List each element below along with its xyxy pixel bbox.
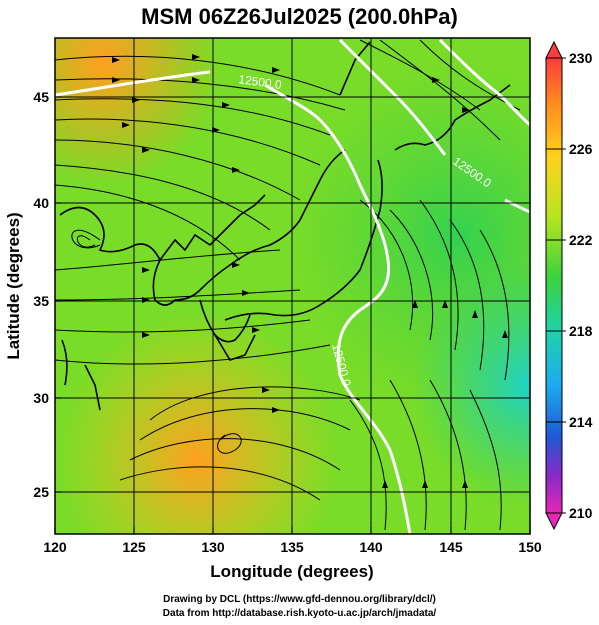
y-axis-label: Latitude (degrees) (4, 212, 23, 359)
coastlines (59, 41, 511, 411)
y-tick-label: 25 (33, 484, 49, 500)
colorbar (545, 40, 566, 531)
colorbar-top-arrow (545, 40, 563, 59)
credit-line-drawing: Drawing by DCL (https://www.gfd-dennou.o… (163, 594, 436, 605)
y-tick-label: 40 (33, 195, 49, 211)
y-tick-label: 45 (33, 89, 49, 105)
colorbar-label: 218 (569, 323, 593, 339)
streamlines (55, 39, 521, 531)
credit-line-data: Data from http://database.rish.kyoto-u.a… (162, 608, 437, 619)
axis-ticks (54, 96, 531, 534)
plot-title: MSM 06Z26Jul2025 (200.0hPa) (141, 4, 458, 29)
x-tick-label: 135 (280, 539, 304, 555)
colorbar-label: 210 (569, 505, 593, 521)
y-tick-label: 35 (33, 293, 49, 309)
y-tick-label: 30 (33, 390, 49, 406)
x-tick-label: 150 (518, 539, 542, 555)
x-tick-label: 140 (359, 539, 383, 555)
colorbar-label: 214 (569, 414, 593, 430)
grid (55, 38, 530, 534)
x-tick-label: 125 (122, 539, 146, 555)
contour-label: 12500.0 (238, 72, 283, 92)
wind-arrowheads (112, 54, 508, 488)
colorbar-label: 230 (569, 50, 593, 66)
x-axis-label: Longitude (degrees) (210, 562, 373, 581)
colorbar-bar (545, 57, 563, 514)
colorbar-label: 222 (569, 232, 593, 248)
x-tick-label: 120 (43, 539, 67, 555)
x-tick-label: 145 (439, 539, 463, 555)
colorbar-label: 226 (569, 141, 593, 157)
geopotential-contours (55, 38, 530, 534)
credits: Drawing by DCL (https://www.gfd-dennou.o… (0, 593, 599, 621)
x-tick-label: 130 (201, 539, 225, 555)
colorbar-bottom-arrow (545, 512, 563, 531)
